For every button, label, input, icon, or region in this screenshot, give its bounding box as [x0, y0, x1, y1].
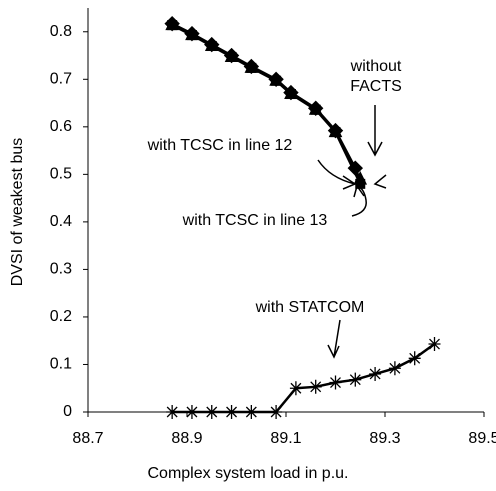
series-line [172, 343, 436, 414]
marker [388, 361, 401, 376]
series-line [171, 23, 362, 185]
y-tick-label: 0.5 [50, 166, 72, 183]
x-axis-title: Complex system load in p.u. [148, 465, 349, 482]
x-tick-label: 89.5 [468, 430, 496, 447]
annotation: without FACTS [350, 58, 402, 95]
marker [246, 62, 257, 73]
marker [270, 405, 283, 419]
arrow [327, 319, 341, 359]
marker [226, 51, 237, 62]
y-tick-label: 0.2 [50, 308, 72, 325]
annotation: with TCSC in line 13 [182, 212, 328, 229]
annotation: with TCSC in line 12 [147, 137, 293, 154]
y-tick-label: 0.7 [50, 71, 72, 88]
marker [330, 127, 341, 138]
y-tick-label: 0.3 [50, 261, 72, 278]
arrow [317, 159, 357, 190]
arrow [373, 174, 387, 189]
y-axis-title: DVSI of weakest bus [9, 138, 26, 287]
y-tick-label: 0.1 [50, 356, 72, 373]
annotation-arrows [317, 105, 387, 359]
marker [309, 379, 322, 394]
marker [245, 405, 258, 419]
marker [186, 30, 197, 41]
marker [271, 75, 282, 86]
x-tick-label: 88.9 [171, 430, 202, 447]
marker [408, 351, 421, 366]
marker [329, 375, 342, 390]
marker [185, 405, 198, 419]
y-tick-label: 0.8 [50, 23, 72, 40]
marker [428, 337, 441, 352]
marker [289, 381, 302, 396]
x-tick-label: 88.7 [72, 430, 103, 447]
marker [355, 178, 366, 189]
y-tick-label: 0.6 [50, 118, 72, 135]
x-tick-label: 89.1 [270, 430, 301, 447]
marker [225, 405, 238, 419]
annotation: with STATCOM [255, 299, 365, 316]
marker [310, 104, 321, 115]
y-tick-label: 0 [63, 403, 72, 420]
x-tick-label: 89.3 [369, 430, 400, 447]
marker [166, 405, 179, 419]
marker [206, 41, 217, 52]
arrow [367, 105, 383, 157]
y-tick-label: 0.4 [50, 213, 72, 230]
marker [205, 405, 218, 419]
marker [369, 366, 382, 381]
marker [167, 20, 178, 31]
marker [285, 89, 296, 100]
marker [349, 372, 362, 387]
